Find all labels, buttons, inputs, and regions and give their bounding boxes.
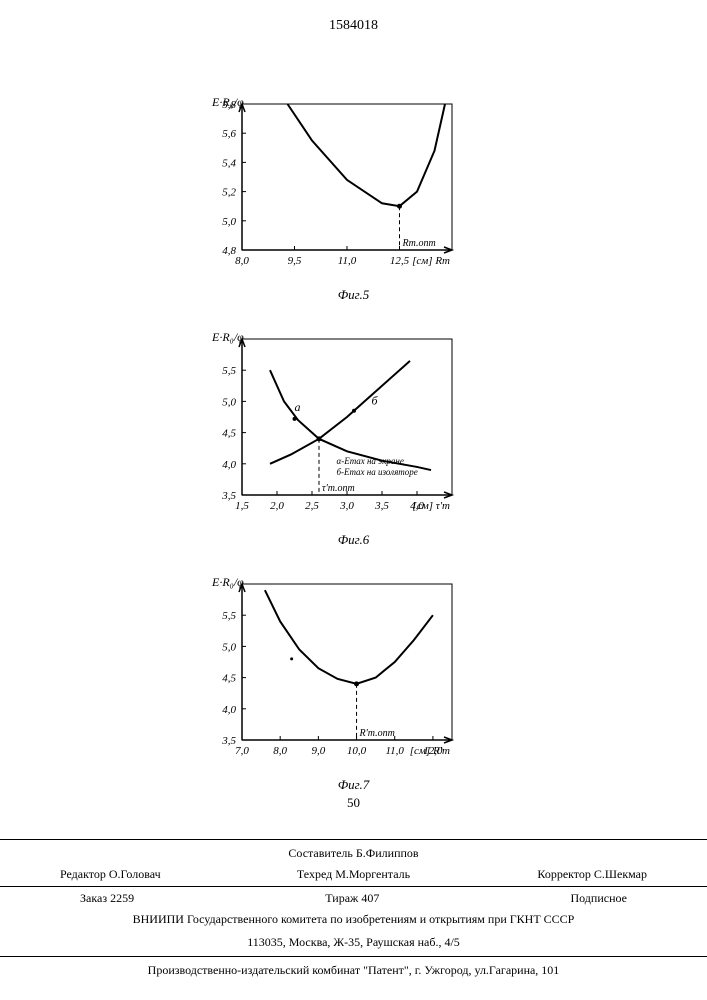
svg-text:8,0: 8,0: [273, 745, 287, 757]
svg-text:Rт.опт: Rт.опт: [401, 238, 435, 249]
editor-cell: Редактор О.Головач: [60, 867, 256, 882]
order-row: Заказ 2259 Тираж 407 Подписное: [0, 889, 707, 908]
chart-7-svg: 3,54,04,55,05,57,08,09,010,011,012,0E·R₀…: [194, 570, 464, 770]
footer-pad: [0, 982, 707, 1000]
footer-rule-3: [0, 956, 707, 957]
chart-6-svg: 3,54,04,55,05,51,52,02,53,03,54,0E·R₀/φ[…: [194, 325, 464, 525]
svg-text:3,0: 3,0: [339, 500, 354, 512]
figure-5: 4,85,05,25,45,65,88,09,511,012,5E·R₀/φ[с…: [194, 90, 514, 303]
print-run-num: 407: [361, 891, 379, 905]
footer-rule-2: [0, 886, 707, 887]
corrector-name: С.Шекмар: [594, 867, 647, 881]
svg-text:1,5: 1,5: [235, 500, 249, 512]
addr1-row: 113035, Москва, Ж-35, Раушская наб., 4/5: [0, 931, 707, 954]
svg-text:E·R₀/φ: E·R₀/φ: [211, 330, 244, 344]
svg-text:4,0: 4,0: [222, 704, 236, 716]
svg-text:3,5: 3,5: [374, 500, 389, 512]
svg-text:7,0: 7,0: [235, 745, 249, 757]
svg-text:E·R₀/φ: E·R₀/φ: [211, 95, 244, 109]
compiler-row: Составитель Б.Филиппов: [0, 842, 707, 865]
svg-text:R'т.опт: R'т.опт: [358, 728, 394, 739]
svg-text:[см] R'т: [см] R'т: [409, 745, 449, 757]
document-number: 1584018: [329, 18, 378, 34]
svg-text:5,0: 5,0: [222, 216, 236, 228]
svg-text:5,2: 5,2: [222, 187, 236, 199]
addr2-row: Производственно-издательский комбинат "П…: [0, 959, 707, 982]
charts-column: 4,85,05,25,45,65,88,09,511,012,5E·R₀/φ[с…: [194, 90, 514, 833]
svg-text:10,0: 10,0: [346, 745, 366, 757]
editor-label: Редактор: [60, 867, 106, 881]
figure-7: 3,54,04,55,05,57,08,09,010,011,012,0E·R₀…: [194, 570, 514, 811]
order-num: 2259: [110, 891, 134, 905]
order-cell: Заказ 2259: [80, 891, 134, 906]
print-run-label: Тираж: [325, 891, 358, 905]
techred-name: М.Моргенталь: [335, 867, 410, 881]
techred-label: Техред: [297, 867, 332, 881]
svg-text:E·R₀/φ: E·R₀/φ: [211, 575, 244, 589]
footer-rule-1: [0, 839, 707, 840]
svg-text:9,0: 9,0: [311, 745, 325, 757]
svg-text:5,5: 5,5: [222, 365, 236, 377]
credits-row: Редактор О.Головач Техред М.Моргенталь К…: [0, 865, 707, 884]
svg-text:б: б: [371, 394, 378, 408]
svg-text:5,0: 5,0: [222, 396, 236, 408]
editor-name: О.Головач: [109, 867, 161, 881]
subscription: Подписное: [570, 891, 627, 906]
svg-text:8,0: 8,0: [235, 255, 249, 267]
svg-text:11,0: 11,0: [385, 745, 404, 757]
svg-text:11,0: 11,0: [337, 255, 356, 267]
svg-text:12,5: 12,5: [389, 255, 409, 267]
svg-text:4,5: 4,5: [222, 428, 236, 440]
svg-text:2,5: 2,5: [305, 500, 319, 512]
footer: Составитель Б.Филиппов Редактор О.Голова…: [0, 837, 707, 1000]
org-row: ВНИИПИ Государственного комитета по изоб…: [0, 908, 707, 931]
figure-5-caption: Фиг.5: [194, 287, 514, 303]
chart-5-svg: 4,85,05,25,45,65,88,09,511,012,5E·R₀/φ[с…: [194, 90, 464, 280]
svg-text:б-Emax на изоляторе: б-Emax на изоляторе: [336, 467, 417, 477]
svg-text:[см] τ'т: [см] τ'т: [412, 500, 450, 512]
corrector-cell: Корректор С.Шекмар: [451, 867, 647, 882]
svg-text:4,5: 4,5: [222, 673, 236, 685]
techred-cell: Техред М.Моргенталь: [256, 867, 452, 882]
svg-text:а: а: [294, 400, 300, 414]
svg-text:[см] Rт: [см] Rт: [412, 255, 450, 267]
svg-text:2,0: 2,0: [270, 500, 284, 512]
page: 1584018 4,85,05,25,45,65,88,09,511,012,5…: [0, 0, 707, 1000]
print-run-cell: Тираж 407: [325, 891, 379, 906]
figure-6-caption: Фиг.6: [194, 532, 514, 548]
svg-text:τ'т.опт: τ'т.опт: [322, 483, 355, 494]
svg-text:5,5: 5,5: [222, 610, 236, 622]
svg-text:5,4: 5,4: [222, 157, 236, 169]
order-label: Заказ: [80, 891, 107, 905]
svg-text:5,6: 5,6: [222, 128, 236, 140]
corrector-label: Корректор: [537, 867, 591, 881]
page-mark: 50: [194, 795, 514, 811]
svg-text:5,0: 5,0: [222, 641, 236, 653]
svg-text:4,0: 4,0: [222, 459, 236, 471]
figure-7-caption: Фиг.7: [194, 777, 514, 793]
figure-6: 3,54,04,55,05,51,52,02,53,03,54,0E·R₀/φ[…: [194, 325, 514, 548]
svg-text:9,5: 9,5: [287, 255, 301, 267]
svg-text:α-Emax на экране: α-Emax на экране: [336, 456, 403, 466]
